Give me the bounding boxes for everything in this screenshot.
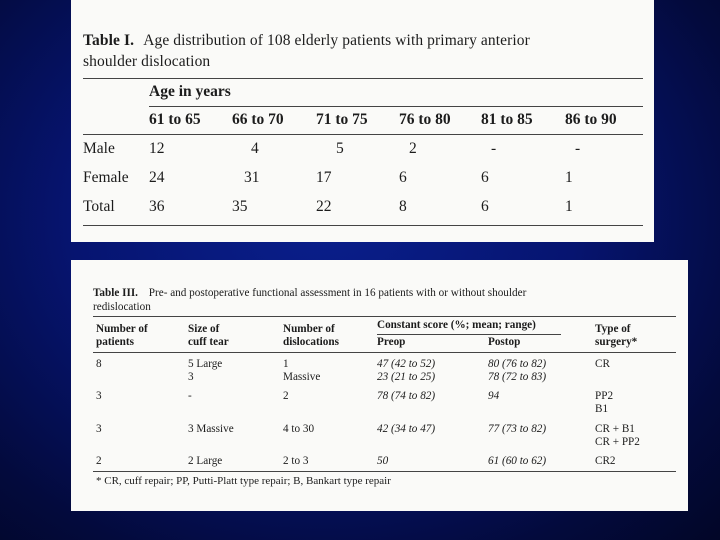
table-cell: 22 [316, 198, 332, 215]
table-cell: 42 (34 to 47) [377, 423, 436, 435]
table-cell: Massive [283, 371, 321, 383]
table-1-bottom-rule [83, 225, 643, 226]
header-patients: patients [96, 336, 134, 348]
col-header: 81 to 85 [481, 111, 533, 128]
table-cell: 2 [283, 390, 289, 402]
table-cell: 6 [399, 169, 407, 186]
table-cell: 35 [232, 198, 248, 215]
header-dislocations: Number of [283, 323, 335, 335]
table-3-label: Table III. [93, 287, 138, 299]
table-1-label: Table I. [83, 32, 135, 49]
table-cell: 2 [409, 140, 417, 157]
table-1-title-line2: shoulder dislocation [83, 53, 211, 70]
table-cell: 3 Massive [188, 423, 234, 435]
table-cell: 36 [149, 198, 165, 215]
table-3-panel: Table III. Pre- and postoperative functi… [71, 260, 688, 511]
header-cuff: Size of [188, 323, 220, 335]
table-cell: 1 [565, 198, 573, 215]
table-cell: 8 [96, 358, 102, 370]
table-cell: 17 [316, 169, 332, 186]
table-cell: 2 [96, 455, 102, 467]
table-cell: - [188, 390, 192, 402]
table-cell: 3 [96, 423, 102, 435]
table-cell: 61 (60 to 62) [488, 455, 547, 467]
table-cell: 5 [336, 140, 344, 157]
table-cell: PP2 [595, 390, 614, 402]
col-header: 66 to 70 [232, 111, 284, 128]
table-1-top-rule [83, 78, 643, 79]
header-rule [93, 352, 676, 353]
table-cell: 23 (21 to 25) [377, 371, 436, 383]
table-cell: CR + B1 [595, 423, 635, 435]
table-cell: 47 (42 to 52) [377, 358, 436, 370]
table-cell: CR + PP2 [595, 436, 640, 448]
table-cell: 77 (73 to 82) [488, 423, 547, 435]
header-rule [83, 134, 643, 135]
age-group-header: Age in years [149, 83, 231, 100]
col-header: 76 to 80 [399, 111, 451, 128]
table-1-grid: Age in years 61 to 65 66 to 70 71 to 75 … [83, 78, 643, 228]
table-cell: 50 [377, 455, 389, 467]
table-cell: - [575, 140, 581, 157]
table-1-title: Age distribution of 108 elderly patients… [143, 32, 530, 49]
table-cell: 78 (72 to 83) [488, 371, 547, 383]
table-3-title: Pre- and postoperative functional assess… [148, 287, 527, 299]
constant-score-rule [377, 334, 561, 335]
header-patients: Number of [96, 323, 148, 335]
table-3-footnote: * CR, cuff repair; PP, Putti-Platt type … [96, 475, 391, 487]
table-cell: B1 [595, 403, 609, 415]
table-cell: CR [595, 358, 610, 370]
table-cell: 94 [488, 390, 500, 402]
table-1-caption: Table I. Age distribution of 108 elderly… [83, 30, 643, 72]
table-cell: 3 [96, 390, 102, 402]
table-cell: 12 [149, 140, 165, 157]
table-3-top-rule [93, 316, 676, 317]
table-cell: 4 [251, 140, 259, 157]
table-cell: 2 to 3 [283, 455, 309, 467]
table-cell: 3 [188, 371, 194, 383]
col-header: 61 to 65 [149, 111, 201, 128]
table-cell: 1 [565, 169, 573, 186]
table-cell: 31 [244, 169, 260, 186]
table-cell: 24 [149, 169, 165, 186]
table-cell: 6 [481, 169, 489, 186]
header-dislocations: dislocations [283, 336, 339, 348]
table-3-bottom-rule [93, 471, 676, 472]
table-cell: 8 [399, 198, 407, 215]
header-constant-score: Constant score (%; mean; range) [377, 319, 536, 331]
table-1-panel: Table I. Age distribution of 108 elderly… [71, 0, 654, 242]
table-cell: 80 (76 to 82) [488, 358, 547, 370]
header-surgery: surgery* [595, 336, 638, 348]
table-cell: - [491, 140, 497, 157]
table-cell: CR2 [595, 455, 616, 467]
table-cell: 1 [283, 358, 289, 370]
table-cell: 2 Large [188, 455, 223, 467]
header-surgery: Type of [595, 323, 631, 335]
table-cell: 78 (74 to 82) [377, 390, 436, 402]
row-label-total: Total [83, 198, 115, 215]
row-label-female: Female [83, 169, 129, 186]
header-postop: Postop [488, 336, 521, 348]
col-header: 86 to 90 [565, 111, 617, 128]
table-cell: 5 Large [188, 358, 223, 370]
table-cell: 4 to 30 [283, 423, 315, 435]
col-header: 71 to 75 [316, 111, 368, 128]
table-3-title-line2: redislocation [93, 301, 151, 313]
row-label-male: Male [83, 140, 115, 157]
header-preop: Preop [377, 336, 406, 348]
table-cell: 6 [481, 198, 489, 215]
age-group-rule [149, 106, 643, 107]
table-3-grid: Number of patients Size of cuff tear Num… [93, 314, 676, 514]
header-cuff: cuff tear [188, 336, 229, 348]
table-3-caption: Table III. Pre- and postoperative functi… [93, 286, 676, 314]
